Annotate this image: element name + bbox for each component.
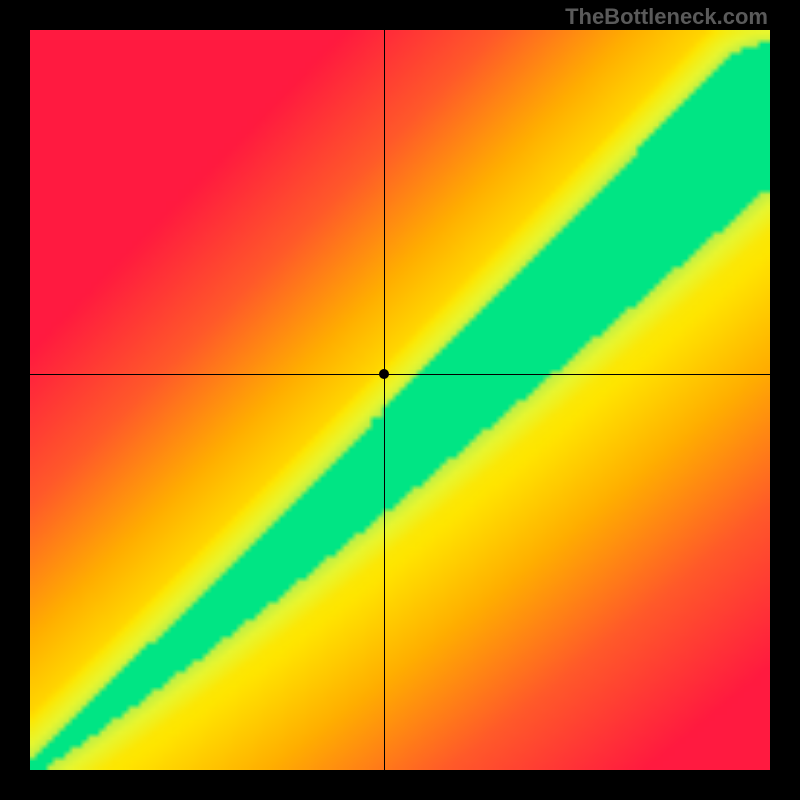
crosshair-horizontal (30, 374, 770, 375)
heatmap-canvas (30, 30, 770, 770)
crosshair-marker (379, 369, 389, 379)
chart-frame: TheBottleneck.com (0, 0, 800, 800)
watermark-text: TheBottleneck.com (565, 4, 768, 30)
crosshair-vertical (384, 30, 385, 770)
plot-area (30, 30, 770, 770)
